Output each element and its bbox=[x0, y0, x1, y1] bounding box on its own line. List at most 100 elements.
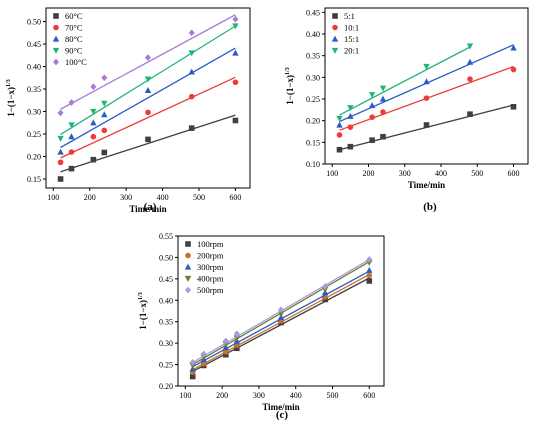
y-tick-label: 0.10 bbox=[306, 160, 320, 169]
data-point bbox=[188, 93, 195, 100]
data-point bbox=[366, 256, 373, 263]
panel-label: (a) bbox=[144, 201, 157, 213]
legend-marker bbox=[332, 13, 338, 19]
data-point bbox=[321, 286, 329, 293]
plot-frame bbox=[177, 235, 385, 387]
y-tick-label: 0.35 bbox=[159, 318, 173, 327]
data-point bbox=[90, 108, 97, 115]
y-tick-label: 0.50 bbox=[27, 18, 41, 27]
legend-marker bbox=[185, 286, 191, 294]
y-tick-label: 0.45 bbox=[306, 8, 320, 17]
data-point bbox=[423, 122, 430, 128]
legend-label: 100°C bbox=[65, 57, 87, 67]
data-point bbox=[232, 15, 239, 23]
y-axis-label: 1−(1−x)1/3 bbox=[138, 292, 148, 329]
data-point bbox=[145, 109, 151, 116]
y-axis-label: 1−(1−x)1/3 bbox=[6, 79, 16, 116]
x-tick-label: 100 bbox=[179, 391, 191, 400]
data-point bbox=[369, 137, 375, 143]
legend-label: 5:1 bbox=[344, 11, 355, 21]
fit-line-0 bbox=[60, 114, 236, 173]
legend-label: 15:1 bbox=[344, 34, 359, 44]
data-point bbox=[68, 165, 75, 172]
data-point bbox=[145, 136, 151, 143]
y-tick-label: 0.35 bbox=[306, 52, 320, 61]
data-point bbox=[101, 111, 108, 118]
data-point bbox=[423, 63, 430, 70]
data-point bbox=[57, 148, 64, 155]
legend-marker bbox=[331, 35, 339, 42]
legend-marker bbox=[52, 47, 60, 54]
data-point bbox=[90, 133, 97, 140]
y-tick-label: 0.45 bbox=[159, 275, 173, 284]
data-point bbox=[467, 76, 473, 82]
legend-marker bbox=[52, 35, 60, 42]
y-tick-label: 0.40 bbox=[27, 63, 41, 72]
data-point bbox=[68, 122, 75, 129]
legend-label: 500rpm bbox=[197, 285, 224, 295]
y-axis-label-sup: 1/3 bbox=[6, 79, 12, 87]
plot-frame bbox=[324, 7, 529, 165]
data-point bbox=[57, 135, 64, 142]
data-point bbox=[347, 105, 354, 112]
x-axis-label: Time/min bbox=[262, 402, 299, 412]
data-point bbox=[189, 373, 196, 380]
legend-marker bbox=[184, 275, 192, 282]
y-tick-label: 0.15 bbox=[306, 138, 320, 147]
x-axis-label: Time/min bbox=[408, 180, 445, 190]
x-tick-label: 100 bbox=[326, 169, 338, 178]
y-tick-label: 0.20 bbox=[27, 153, 41, 162]
x-tick-label: 600 bbox=[229, 193, 241, 202]
data-point bbox=[223, 351, 229, 358]
data-point bbox=[68, 99, 75, 106]
x-tick-label: 200 bbox=[216, 391, 228, 400]
data-point bbox=[278, 306, 284, 314]
y-tick-label: 0.30 bbox=[27, 108, 41, 117]
data-point bbox=[57, 159, 64, 166]
data-point bbox=[510, 66, 517, 73]
chart-panel-a: 100 200 300 400 500 600 0.15 0.20 0.25 0.30 0.35 0.… bbox=[6, 7, 251, 214]
data-point bbox=[347, 112, 354, 119]
data-point bbox=[144, 76, 152, 83]
data-point bbox=[368, 102, 376, 109]
data-point bbox=[188, 68, 195, 75]
data-point bbox=[379, 85, 387, 92]
data-point bbox=[189, 359, 196, 366]
x-tick-label: 300 bbox=[253, 391, 265, 400]
data-point bbox=[277, 311, 285, 318]
data-point bbox=[423, 95, 430, 101]
data-point bbox=[466, 58, 474, 65]
y-axis-label-main: 1−(1−x) bbox=[6, 87, 16, 117]
chart-panel-b: 100 200 300 400 500 600 0.10 0.15 0.20 0.25 0.30 0.… bbox=[285, 7, 529, 213]
data-point bbox=[336, 115, 343, 122]
y-axis-label-sup: 1/3 bbox=[285, 67, 291, 75]
y-axis-label: 1−(1−x)1/3 bbox=[285, 67, 295, 104]
x-tick-label: 500 bbox=[327, 391, 339, 400]
x-tick-label: 600 bbox=[363, 391, 375, 400]
fit-line-3 bbox=[339, 46, 471, 116]
y-tick-label: 0.15 bbox=[27, 175, 41, 184]
data-point bbox=[366, 278, 373, 284]
x-tick-label: 600 bbox=[508, 169, 520, 178]
data-point bbox=[57, 109, 64, 117]
y-tick-label: 0.50 bbox=[159, 253, 173, 262]
data-point bbox=[68, 149, 75, 155]
legend-marker bbox=[185, 241, 191, 247]
legend-marker bbox=[332, 24, 338, 31]
data-point bbox=[379, 95, 387, 102]
y-tick-label: 0.45 bbox=[27, 40, 41, 49]
fit-line-2 bbox=[60, 47, 236, 149]
data-point bbox=[380, 133, 386, 140]
data-point bbox=[90, 83, 97, 91]
data-point bbox=[188, 29, 195, 37]
y-axis-label-main: 1−(1−x) bbox=[285, 75, 295, 105]
data-point bbox=[347, 124, 354, 130]
legend-label: 70°C bbox=[65, 23, 83, 33]
fit-line-1 bbox=[60, 76, 236, 159]
x-axis-label: Time/min bbox=[129, 204, 166, 214]
legend-label: 60°C bbox=[65, 11, 83, 21]
legend-label: 400rpm bbox=[197, 274, 224, 284]
y-tick-label: 0.25 bbox=[27, 130, 41, 139]
legend-marker bbox=[53, 58, 59, 66]
x-tick-label: 400 bbox=[435, 169, 447, 178]
